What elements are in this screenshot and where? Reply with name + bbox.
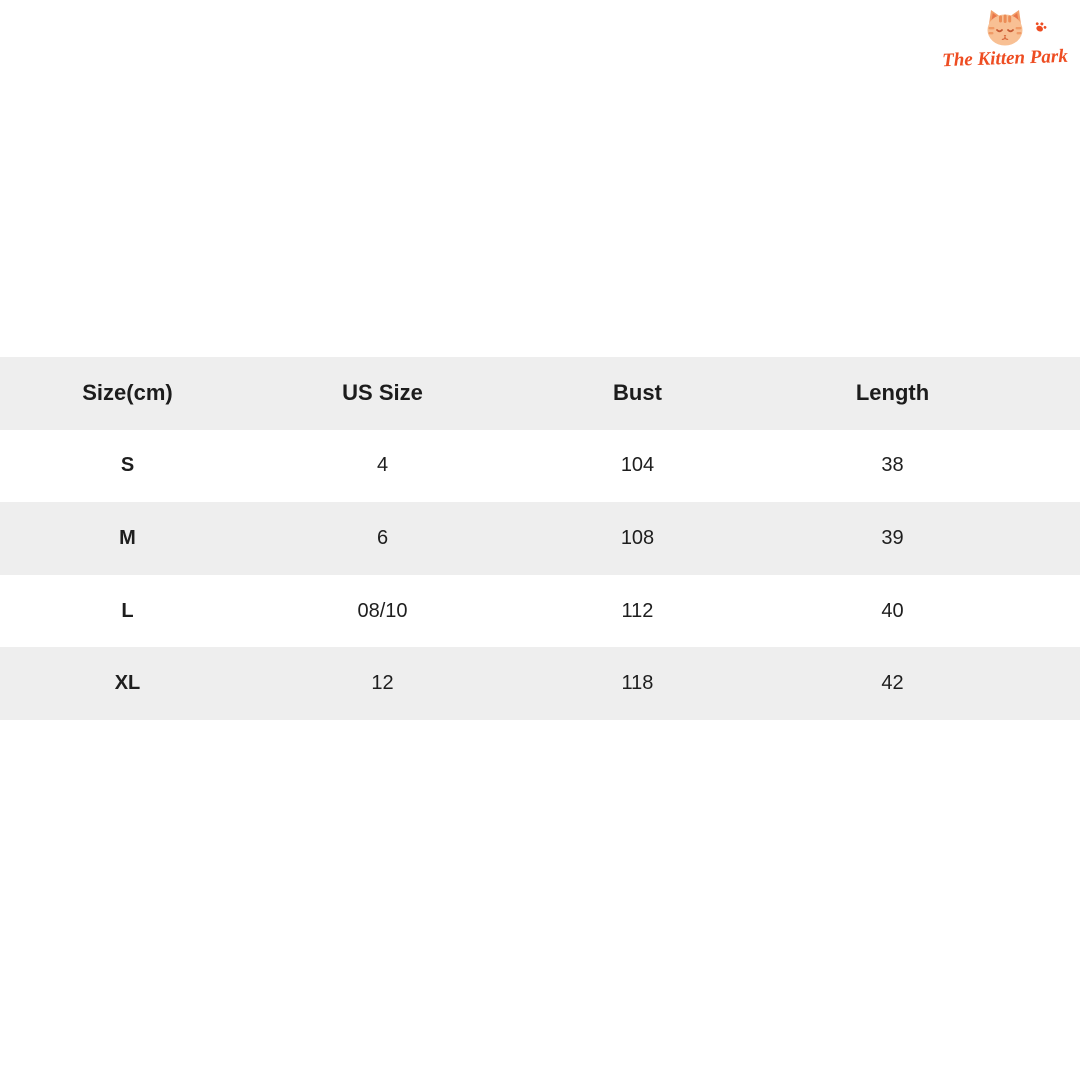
cell-us-size-s: 4 xyxy=(376,454,389,477)
cell-length-xl: 42 xyxy=(881,672,904,695)
logo-icon-wrap xyxy=(942,8,1068,48)
cell-bust-xl: 118 xyxy=(621,672,654,695)
cell-size-l: L xyxy=(121,599,134,622)
column-header-size: Size(cm) xyxy=(82,380,173,406)
brand-name: The Kitten Park xyxy=(941,45,1069,72)
column-header-length: Length xyxy=(855,380,930,406)
cell-us-size-xl: 12 xyxy=(371,672,394,695)
cell-bust-s: 104 xyxy=(620,454,655,477)
brand-logo: The Kitten Park xyxy=(941,8,1069,72)
cell-us-size-l: 08/10 xyxy=(357,599,408,622)
cell-bust-m: 108 xyxy=(620,526,655,549)
paw-print-icon xyxy=(1030,18,1049,40)
cell-size-xl: XL xyxy=(114,672,141,695)
cell-bust-l: 112 xyxy=(621,599,654,622)
cell-length-l: 40 xyxy=(881,599,904,622)
column-header-bust: Bust xyxy=(613,380,662,406)
table-header-row: Size(cm) US Size Bust Length xyxy=(0,357,1080,430)
cat-face-icon xyxy=(982,8,1028,53)
cell-us-size-m: 6 xyxy=(376,526,389,549)
cell-length-s: 38 xyxy=(881,454,904,477)
size-chart-table: Size(cm) US Size Bust Length S 4 104 38 … xyxy=(0,357,1080,720)
cell-size-s: S xyxy=(120,454,135,477)
column-header-us-size: US Size xyxy=(342,380,423,406)
table-row: M 6 108 39 xyxy=(0,502,1080,575)
table-row: L 08/10 112 40 xyxy=(0,575,1080,648)
table-row: XL 12 118 42 xyxy=(0,647,1080,720)
cell-size-m: M xyxy=(119,526,136,549)
cell-length-m: 39 xyxy=(881,526,904,549)
table-row: S 4 104 38 xyxy=(0,430,1080,503)
